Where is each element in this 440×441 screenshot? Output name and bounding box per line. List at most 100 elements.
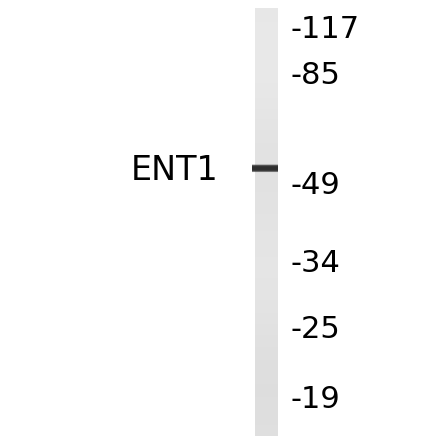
Bar xyxy=(255,186,278,188)
Bar xyxy=(255,315,278,318)
Bar xyxy=(255,347,278,349)
Bar xyxy=(255,44,278,45)
Bar xyxy=(255,291,278,293)
Bar xyxy=(255,15,278,17)
Bar xyxy=(255,160,278,162)
Bar xyxy=(255,224,278,226)
Bar xyxy=(255,22,278,24)
Bar xyxy=(255,352,278,355)
Bar xyxy=(255,227,278,229)
Bar xyxy=(255,85,278,87)
Bar xyxy=(255,392,278,394)
Bar xyxy=(255,207,278,209)
Bar xyxy=(255,299,278,300)
Bar xyxy=(255,46,278,49)
Bar xyxy=(255,51,278,52)
Bar xyxy=(255,131,278,132)
Bar xyxy=(255,122,278,124)
Bar xyxy=(255,276,278,277)
Bar xyxy=(255,355,278,357)
Bar xyxy=(255,325,278,327)
Bar xyxy=(255,401,278,403)
Bar xyxy=(255,372,278,374)
Bar xyxy=(255,308,278,310)
Bar xyxy=(255,221,278,224)
Bar xyxy=(255,287,278,289)
Bar xyxy=(252,170,278,171)
Bar xyxy=(255,69,278,71)
Bar xyxy=(255,371,278,373)
Bar xyxy=(255,351,278,353)
Bar xyxy=(255,45,278,47)
Bar xyxy=(252,165,278,166)
Bar xyxy=(255,243,278,245)
Bar xyxy=(252,167,278,168)
Bar xyxy=(255,179,278,181)
Bar xyxy=(255,187,278,189)
Bar xyxy=(255,382,278,384)
Bar xyxy=(255,146,278,148)
Bar xyxy=(255,389,278,391)
Bar xyxy=(255,354,278,356)
Bar xyxy=(255,416,278,419)
Bar xyxy=(255,173,278,175)
Bar xyxy=(255,234,278,236)
Bar xyxy=(255,145,278,146)
Bar xyxy=(252,165,278,166)
Bar xyxy=(252,166,278,167)
Bar xyxy=(255,425,278,427)
Bar xyxy=(255,159,278,161)
Bar xyxy=(255,408,278,410)
Bar xyxy=(255,193,278,195)
Bar xyxy=(255,343,278,344)
Bar xyxy=(255,182,278,183)
Bar xyxy=(255,337,278,339)
Bar xyxy=(255,219,278,220)
Bar xyxy=(255,209,278,211)
Bar xyxy=(255,180,278,182)
Bar xyxy=(255,257,278,259)
Bar xyxy=(252,164,278,165)
Bar xyxy=(255,38,278,40)
Bar xyxy=(255,341,278,343)
Bar xyxy=(255,115,278,117)
Bar xyxy=(255,90,278,93)
Bar xyxy=(255,213,278,215)
Bar xyxy=(255,331,278,333)
Bar xyxy=(255,118,278,120)
Bar xyxy=(255,103,278,105)
Bar xyxy=(255,76,278,78)
Bar xyxy=(255,53,278,56)
Bar xyxy=(255,317,278,319)
Bar xyxy=(255,278,278,280)
Bar xyxy=(255,35,278,37)
Bar xyxy=(255,240,278,242)
Bar xyxy=(255,11,278,13)
Bar xyxy=(255,396,278,399)
Bar xyxy=(255,363,278,364)
Bar xyxy=(255,249,278,250)
Bar xyxy=(255,127,278,130)
Bar xyxy=(255,89,278,91)
Bar xyxy=(255,72,278,74)
Bar xyxy=(252,168,278,169)
Bar xyxy=(255,250,278,252)
Text: -34: -34 xyxy=(290,248,340,277)
Bar xyxy=(255,177,278,179)
Bar xyxy=(255,294,278,296)
Bar xyxy=(255,216,278,218)
Bar xyxy=(255,288,278,290)
Bar xyxy=(255,405,278,407)
Bar xyxy=(255,320,278,321)
Bar xyxy=(255,418,278,420)
Bar xyxy=(255,348,278,350)
Bar xyxy=(255,365,278,367)
Bar xyxy=(255,251,278,253)
Bar xyxy=(255,297,278,299)
Bar xyxy=(255,147,278,149)
Bar xyxy=(255,166,278,168)
Bar xyxy=(255,375,278,377)
Bar xyxy=(255,214,278,216)
Bar xyxy=(255,86,278,88)
Bar xyxy=(255,421,278,422)
